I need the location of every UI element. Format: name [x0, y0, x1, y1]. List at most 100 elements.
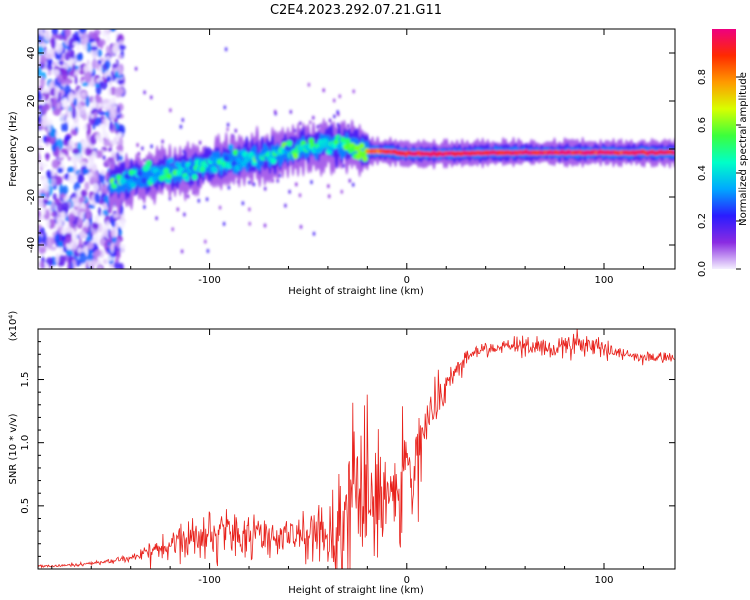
- noise-blob: [41, 199, 49, 204]
- noise-blob: [46, 169, 52, 180]
- speckle-blob: [248, 207, 251, 212]
- noise-blob: [115, 256, 119, 264]
- noise-blob: [76, 45, 80, 51]
- noise-blob: [64, 232, 72, 244]
- noise-blob: [104, 116, 109, 128]
- noise-blob: [51, 177, 57, 186]
- noise-blob: [117, 132, 123, 137]
- speckle-blob: [224, 47, 228, 52]
- noise-blob: [71, 107, 77, 119]
- speckle-blob: [312, 231, 316, 236]
- snr-y-tick-label: 1.0: [20, 435, 31, 451]
- noise-blob: [110, 139, 118, 146]
- noise-blob: [45, 152, 50, 162]
- noise-blob: [97, 102, 105, 108]
- noise-blob: [55, 34, 64, 40]
- snr-frame: [37, 328, 676, 570]
- noise-blob: [62, 98, 69, 108]
- noise-blob: [103, 229, 109, 238]
- noise-blob: [80, 76, 85, 81]
- noise-blob: [82, 32, 89, 45]
- noise-blob: [55, 131, 60, 137]
- noise-blob: [106, 35, 111, 43]
- noise-blob: [72, 63, 76, 75]
- spectrogram-x-axis-label: Height of straight line (km): [288, 286, 424, 297]
- noise-blob: [70, 128, 78, 136]
- noise-blob: [44, 263, 49, 269]
- noise-blob: [77, 173, 84, 184]
- noise-blob: [105, 158, 110, 165]
- noise-blob: [101, 98, 110, 104]
- speckle-blob: [226, 127, 229, 132]
- noise-blob: [83, 65, 89, 73]
- noise-blob: [38, 151, 41, 163]
- noise-blob: [117, 54, 123, 60]
- noise-blob: [52, 61, 57, 67]
- noise-blob: [108, 147, 113, 152]
- noise-blob: [63, 240, 67, 248]
- noise-blob: [73, 201, 80, 207]
- track-blob: [354, 144, 361, 152]
- noise-blob: [112, 63, 118, 69]
- speckle-blob: [150, 95, 153, 100]
- spectrogram-y-tick-label: -20: [26, 189, 37, 205]
- track-blob: [166, 173, 173, 180]
- snr-y-axis-label: SNR (10 * v/v): [8, 413, 19, 484]
- noise-blob: [87, 204, 96, 209]
- colorbar-gradient: [712, 29, 736, 269]
- noise-blob: [38, 93, 43, 102]
- noise-blob: [117, 44, 126, 51]
- noise-blob: [109, 112, 117, 120]
- noise-blob: [42, 208, 46, 215]
- noise-blob: [45, 137, 51, 143]
- noise-blob: [92, 183, 100, 192]
- speckle-blob: [222, 221, 226, 226]
- noise-blob: [72, 41, 80, 46]
- noise-blob: [45, 236, 54, 249]
- noise-blob: [38, 114, 42, 124]
- speckle-blob: [155, 216, 158, 221]
- track-blob: [270, 157, 277, 165]
- speckle-blob: [327, 184, 330, 189]
- track-blob: [191, 173, 198, 181]
- speckle-blob: [206, 249, 210, 253]
- speckle-blob: [241, 201, 245, 206]
- track-blob: [316, 147, 323, 154]
- speckle-blob: [328, 194, 331, 199]
- speckle-blob: [328, 118, 332, 123]
- snr-line: [38, 329, 675, 569]
- speckle-blob: [227, 185, 231, 190]
- noise-blob: [89, 176, 96, 186]
- noise-blob: [93, 111, 98, 118]
- noise-blob: [98, 111, 107, 116]
- spectrogram-y-axis-label: Frequency (Hz): [8, 111, 19, 187]
- track-blob: [180, 162, 187, 169]
- noise-blob: [90, 114, 95, 119]
- noise-blob: [99, 123, 107, 129]
- noise-blob: [104, 59, 111, 69]
- noise-blob: [88, 38, 96, 43]
- noise-blob: [38, 137, 42, 144]
- speckle-blob: [347, 123, 350, 128]
- noise-blob: [71, 197, 79, 203]
- track-blob: [167, 157, 174, 164]
- noise-blob: [117, 226, 122, 233]
- speckle-blob: [333, 98, 336, 103]
- snr-panel: -100 0 100 0.5 1.0 1.5 Height of straight lin…: [8, 311, 676, 596]
- speckle-blob: [204, 239, 207, 244]
- speckle-blob: [348, 178, 351, 183]
- noise-blob: [80, 190, 87, 197]
- noise-blob: [68, 174, 76, 184]
- noise-blob: [116, 250, 121, 259]
- speckle-blob: [299, 224, 303, 229]
- noise-blob: [94, 192, 101, 204]
- noise-blob: [48, 58, 53, 66]
- noise-blob: [102, 155, 106, 161]
- noise-blob: [90, 46, 98, 51]
- noise-blob: [99, 234, 104, 239]
- noise-blob: [106, 45, 110, 54]
- speckle-blob: [205, 197, 209, 202]
- noise-blob: [115, 151, 120, 162]
- noise-blob: [97, 59, 102, 65]
- track-blob: [152, 175, 159, 182]
